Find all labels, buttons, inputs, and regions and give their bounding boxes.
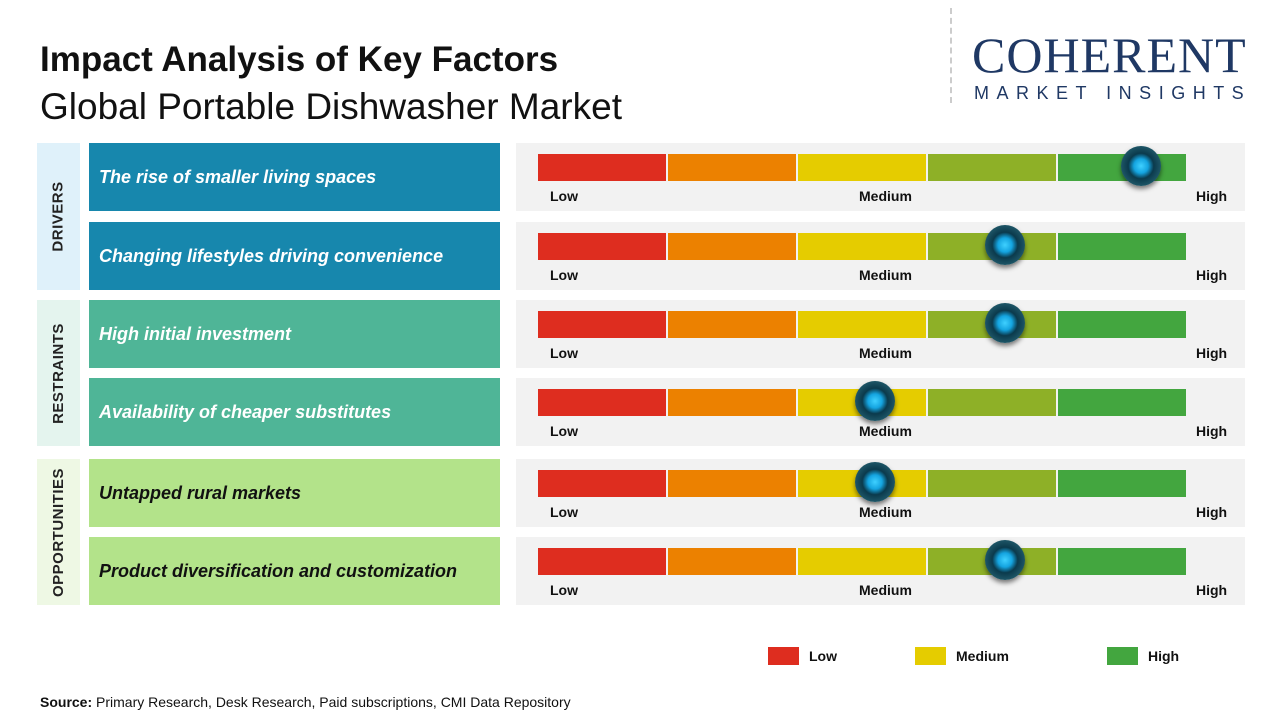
impact-marker-knob [854, 462, 895, 502]
gauge-segment [1058, 311, 1186, 338]
gauge-segment [798, 548, 926, 575]
source-note: Source: Primary Research, Desk Research,… [40, 694, 571, 710]
scale-label: Low [550, 267, 578, 283]
gauge-segment [1058, 548, 1186, 575]
scale-label: Low [550, 188, 578, 204]
scale-label: High [1196, 423, 1228, 439]
gauge-segment [668, 470, 796, 497]
gauge-segment [928, 389, 1056, 416]
impact-marker-knob [854, 381, 895, 421]
legend-label: Medium [956, 648, 1009, 664]
gauge-segment [668, 233, 796, 260]
gauge-segment [928, 470, 1056, 497]
scale-label: Low [550, 423, 578, 439]
factor-label: Availability of cheaper substitutes [89, 378, 500, 446]
gauge-segment [538, 470, 666, 497]
scale-label: High [1196, 582, 1228, 598]
scale-label: Medium [859, 504, 912, 520]
logo-line1: COHERENT [972, 27, 1247, 83]
scale-label: Medium [859, 267, 912, 283]
factor-label: Untapped rural markets [89, 459, 500, 527]
gauge-segment [668, 311, 796, 338]
category-text: OPPORTUNITIES [50, 467, 68, 597]
logo-line2: MARKET INSIGHTS [974, 83, 1252, 103]
impact-marker-knob [1120, 146, 1161, 186]
scale-label: Medium [859, 188, 912, 204]
factor-label: The rise of smaller living spaces [89, 143, 500, 211]
logo: COHERENT MARKET INSIGHTS [950, 8, 1272, 103]
category-text: RESTRAINTS [50, 322, 67, 424]
scale-label: High [1196, 188, 1228, 204]
gauge-segment [538, 233, 666, 260]
factor-label: Product diversification and customizatio… [89, 537, 500, 605]
factor-label: High initial investment [89, 300, 500, 368]
gauge-segment [668, 389, 796, 416]
scale-label: Low [550, 504, 578, 520]
page-title: Impact Analysis of Key Factors [40, 40, 559, 79]
legend-swatch [768, 647, 799, 665]
category-label: OPPORTUNITIES [37, 459, 80, 605]
legend-label: Low [809, 648, 837, 664]
impact-gauge: Low Medium High [516, 222, 1245, 290]
legend-item: Medium [915, 647, 1009, 665]
scale-label: High [1196, 267, 1228, 283]
impact-gauge: Low Medium High [516, 143, 1245, 211]
legend-swatch [1107, 647, 1138, 665]
legend-item: Low [768, 647, 837, 665]
gauge-segment [668, 548, 796, 575]
impact-marker-knob [984, 225, 1025, 265]
gauge-segment [928, 154, 1056, 181]
gauge-segment [538, 389, 666, 416]
gauge-segment [668, 154, 796, 181]
impact-marker-knob [984, 540, 1025, 580]
impact-gauge: Low Medium High [516, 378, 1245, 446]
legend-item: High [1107, 647, 1179, 665]
gauge-segment [538, 311, 666, 338]
scale-label: High [1196, 345, 1228, 361]
page-subtitle: Global Portable Dishwasher Market [40, 86, 622, 127]
scale-label: Low [550, 582, 578, 598]
factor-label: Changing lifestyles driving convenience [89, 222, 500, 290]
scale-label: Medium [859, 582, 912, 598]
impact-gauge: Low Medium High [516, 300, 1245, 368]
impact-gauge: Low Medium High [516, 459, 1245, 527]
scale-label: Medium [859, 345, 912, 361]
impact-marker-knob [984, 303, 1025, 343]
gauge-segment [1058, 233, 1186, 260]
scale-label: High [1196, 504, 1228, 520]
scale-label: Medium [859, 423, 912, 439]
category-text: DRIVERS [50, 181, 67, 252]
gauge-segment [798, 233, 926, 260]
legend-label: High [1148, 648, 1180, 664]
gauge-segment [798, 154, 926, 181]
gauge-segment [538, 548, 666, 575]
category-label: RESTRAINTS [37, 300, 80, 446]
gauge-segment [798, 311, 926, 338]
gauge-segment [1058, 389, 1186, 416]
scale-label: Low [550, 345, 578, 361]
category-label: DRIVERS [37, 143, 80, 290]
gauge-segment [538, 154, 666, 181]
legend-swatch [915, 647, 946, 665]
gauge-segment [1058, 470, 1186, 497]
impact-gauge: Low Medium High [516, 537, 1245, 605]
